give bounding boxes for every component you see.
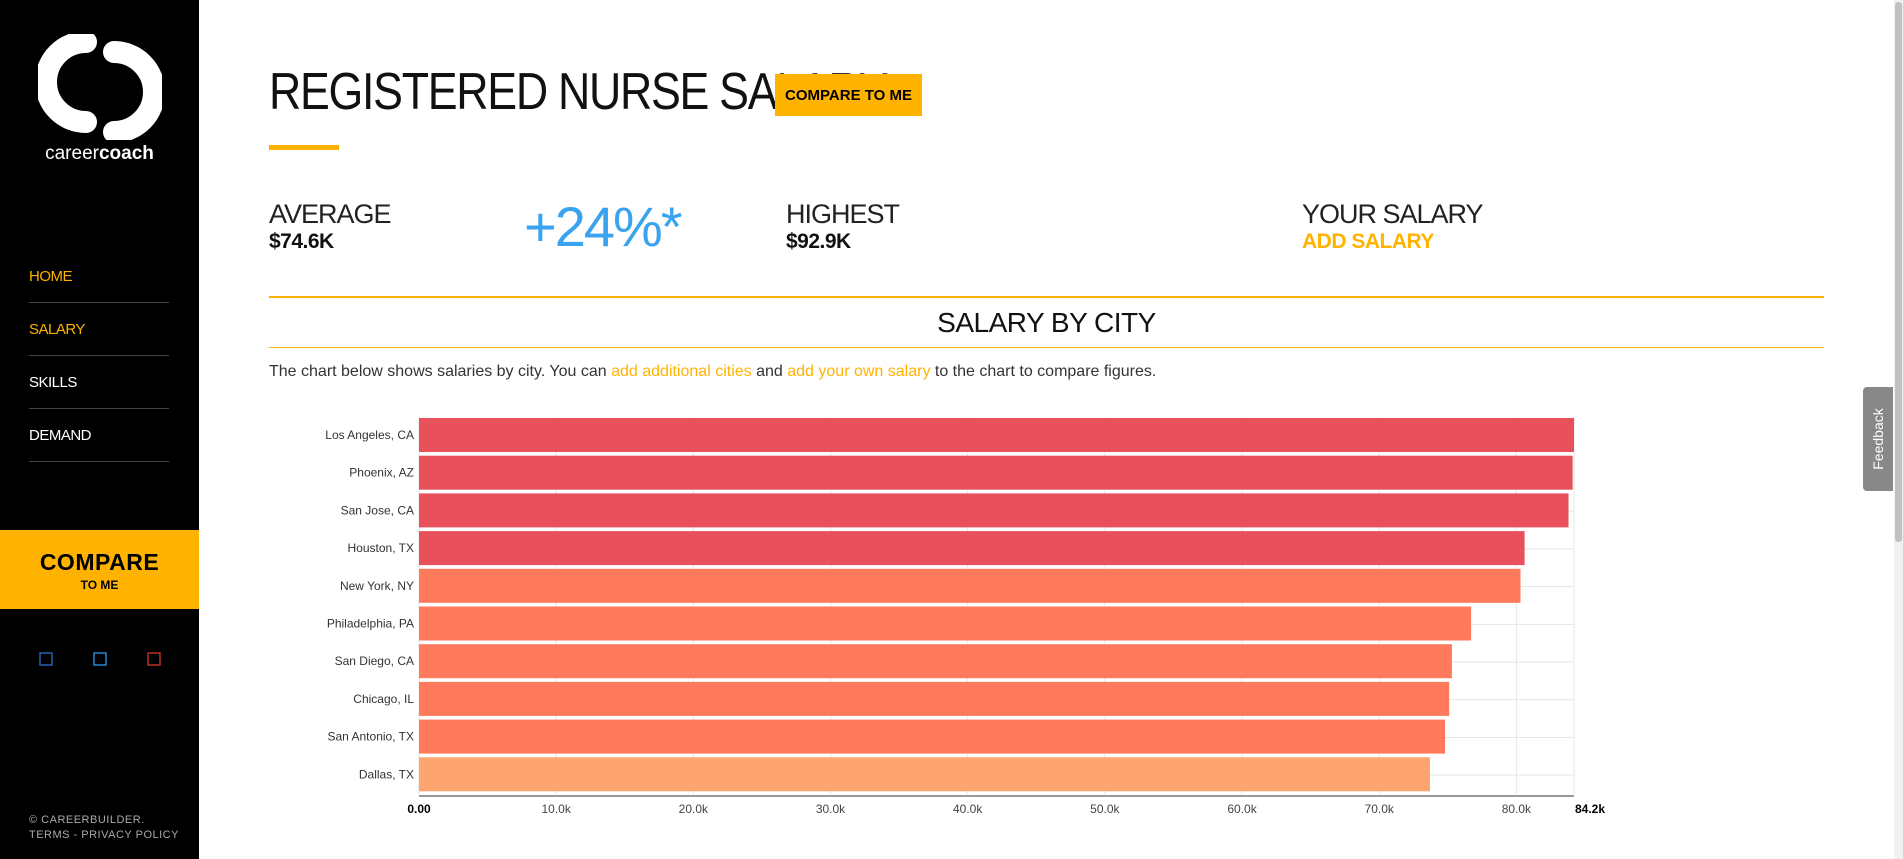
nav-item-home[interactable]: HOME xyxy=(29,250,169,303)
bar xyxy=(419,568,1521,603)
scrollbar[interactable] xyxy=(1894,0,1903,859)
bar xyxy=(419,681,1450,716)
your-salary-label: YOUR SALARY xyxy=(1302,199,1484,229)
x-tick-label: 70.0k xyxy=(1365,802,1395,816)
terms-link[interactable]: TERMS xyxy=(29,829,70,841)
nav-item-skills[interactable]: SKILLS xyxy=(29,356,169,409)
highest-label: HIGHEST xyxy=(786,199,900,229)
bar xyxy=(419,606,1472,641)
average-value: $74.6K xyxy=(269,230,334,253)
nav-item-salary[interactable]: SALARY xyxy=(29,303,169,356)
section-divider-bottom xyxy=(269,347,1824,348)
bar xyxy=(419,757,1430,792)
x-tick-label: 60.0k xyxy=(1227,802,1257,816)
brand-bold: coach xyxy=(98,143,154,164)
percent-above-average: +24%* xyxy=(524,195,683,258)
google-plus-icon[interactable] xyxy=(146,652,161,666)
x-tick-label: 80.0k xyxy=(1502,802,1532,816)
add-own-salary-link[interactable]: add your own salary xyxy=(787,363,931,380)
brand-light: career xyxy=(45,143,99,164)
category-label: San Antonio, TX xyxy=(327,730,414,744)
social-links xyxy=(0,652,199,666)
category-label: Los Angeles, CA xyxy=(325,428,414,442)
category-label: San Diego, CA xyxy=(335,654,414,668)
category-label: Dallas, TX xyxy=(359,767,414,781)
add-salary-link[interactable]: ADD SALARY xyxy=(1302,230,1434,253)
x-tick-label: 40.0k xyxy=(953,802,983,816)
x-tick-label: 84.2k xyxy=(1575,802,1605,816)
section-title: SALARY BY CITY xyxy=(937,307,1156,338)
category-label: Philadelphia, PA xyxy=(327,617,414,631)
nav-item-demand[interactable]: DEMAND xyxy=(29,409,169,462)
sidebar-nav: HOME SALARY SKILLS DEMAND xyxy=(29,250,169,462)
x-tick-label: 30.0k xyxy=(816,802,846,816)
bar xyxy=(419,455,1573,490)
section-divider-top xyxy=(269,296,1824,298)
careercoach-logo-icon[interactable] xyxy=(38,34,162,140)
bar xyxy=(419,644,1452,679)
chart-description: The chart below shows salaries by city. … xyxy=(269,363,1156,381)
desc-part-2: and xyxy=(751,363,788,380)
x-tick-label: 20.0k xyxy=(679,802,709,816)
sidebar-footer: © CAREERBUILDER. TERMS - PRIVACY POLICY xyxy=(29,813,179,843)
sidebar-compare-button[interactable]: COMPARE TO ME xyxy=(0,530,199,609)
twitter-icon[interactable] xyxy=(92,652,107,666)
feedback-tab[interactable]: Feedback xyxy=(1863,387,1893,491)
add-cities-link[interactable]: add additional cities xyxy=(611,363,752,380)
bar xyxy=(419,493,1569,528)
category-label: Chicago, IL xyxy=(353,692,414,706)
compare-to-me-button[interactable]: COMPARE TO ME xyxy=(775,74,922,116)
privacy-policy-link[interactable]: PRIVACY POLICY xyxy=(81,829,179,841)
title-underline xyxy=(269,145,339,150)
category-label: Phoenix, AZ xyxy=(349,466,414,480)
average-label: AVERAGE xyxy=(269,199,392,229)
category-label: New York, NY xyxy=(340,579,414,593)
x-tick-label: 10.0k xyxy=(541,802,571,816)
bar xyxy=(419,531,1525,566)
sidebar: careercoach HOME SALARY SKILLS DEMAND CO… xyxy=(0,0,199,859)
x-tick-label: 50.0k xyxy=(1090,802,1120,816)
bar xyxy=(419,719,1446,754)
facebook-icon[interactable] xyxy=(38,652,53,666)
compare-big-label: COMPARE xyxy=(39,549,160,575)
copyright: © CAREERBUILDER. xyxy=(29,814,145,826)
x-tick-label: 0.00 xyxy=(407,802,431,816)
category-label: Houston, TX xyxy=(348,541,414,555)
desc-part-3: to the chart to compare figures. xyxy=(930,363,1157,380)
feedback-label: Feedback xyxy=(1870,408,1886,470)
footer-separator: - xyxy=(70,829,82,841)
scrollbar-thumb[interactable] xyxy=(1895,2,1902,542)
category-label: San Jose, CA xyxy=(341,503,414,517)
highest-value: $92.9K xyxy=(786,230,851,253)
brand-name: careercoach xyxy=(0,143,199,165)
compare-small-label: TO ME xyxy=(80,578,119,592)
bar xyxy=(419,418,1574,452)
desc-part-1: The chart below shows salaries by city. … xyxy=(269,363,612,380)
